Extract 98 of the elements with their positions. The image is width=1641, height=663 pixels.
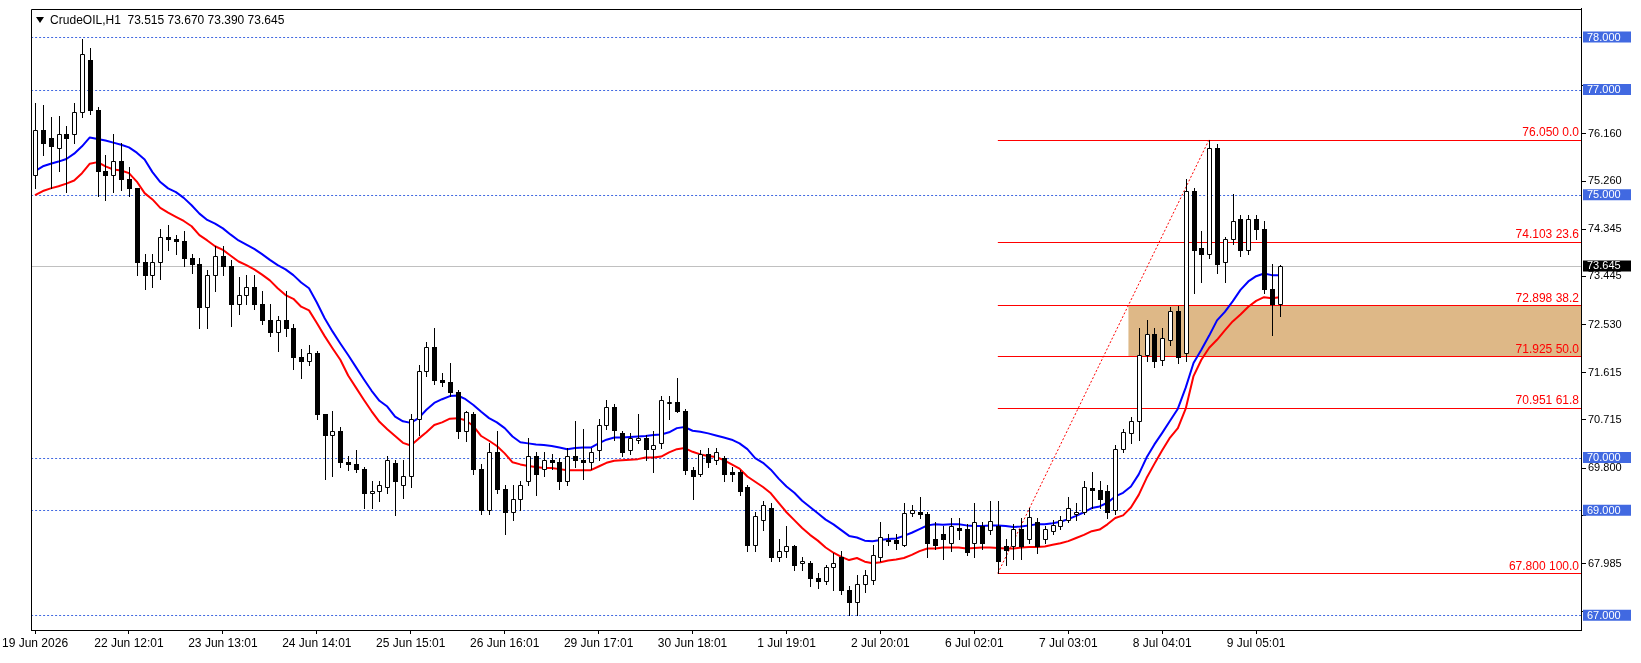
annotation: 71.925 50.0 [1515,341,1580,356]
y-tick-label: 76.160 [1588,126,1622,139]
candlestick [424,341,429,378]
x-tick-label: 9 Jul 05:01 [1226,635,1286,650]
candlestick [213,245,218,293]
x-tick-label: 8 Jul 04:01 [1132,635,1192,650]
candlestick [244,274,249,306]
y-tick-label: 67.985 [1588,556,1622,569]
candlestick [276,315,281,353]
candlestick [377,480,382,503]
x-tick-label: 25 Jun 15:01 [376,635,446,650]
candlestick [784,525,789,559]
candlestick [111,133,116,194]
x-tick-label: 26 Jun 16:01 [469,635,540,650]
ref-line-label: 78.000 [1587,30,1621,43]
candlestick [597,418,602,462]
candlestick [307,344,312,367]
x-tick-label: 24 Jun 14:01 [282,635,352,650]
ref-line-label: 69.000 [1587,503,1621,516]
candlestick [651,430,656,474]
ref-line-label: 67.000 [1587,608,1621,621]
candlestick [659,395,664,450]
x-tick-label: 1 Jul 19:01 [757,635,817,650]
x-tick-label: 23 Jun 13:01 [188,635,258,650]
candlestick [628,432,633,456]
candlestick [589,447,594,471]
x-tick-label: 7 Jul 03:01 [1038,635,1098,650]
candlestick [871,544,876,586]
annotation: 76.050 0.0 [1522,124,1580,139]
candlestick [777,538,782,563]
candlestick [150,253,155,289]
candlestick [330,410,335,478]
x-tick-label: 2 Jul 20:01 [851,635,911,650]
candlestick [72,102,77,145]
candlestick [409,413,414,489]
candlestick [972,502,977,559]
candlestick [1168,306,1173,347]
candlestick [1207,139,1212,260]
candlestick [511,484,516,522]
candlestick [761,500,766,532]
candlestick [753,511,758,553]
candlestick [1066,496,1071,524]
candlestick [1137,327,1142,442]
candlestick [863,569,868,594]
candlestick [565,447,570,487]
candlestick [1184,178,1189,363]
candlestick [949,517,954,553]
candlestick [385,455,390,495]
candlestick [636,413,641,445]
candlestick [667,395,672,421]
candlestick [800,556,805,572]
candlestick [1027,507,1032,545]
candlestick [526,437,531,487]
candlestick [831,552,836,592]
x-tick-label: 19 Jun 2026 [2,635,69,650]
candlestick [1231,193,1236,246]
y-tick-label: 72.530 [1588,317,1622,330]
candlestick [878,521,883,563]
candlestick [80,38,85,119]
candlestick [57,115,62,173]
annotation: 72.898 38.2 [1515,290,1580,305]
y-tick-label: 73.445 [1588,269,1622,282]
candlestick [205,269,210,330]
candlestick [855,574,860,617]
x-tick-label: 30 Jun 18:01 [657,635,728,650]
ref-line-label: 75.000 [1587,188,1621,201]
candlestick [158,228,163,281]
x-tick-label: 29 Jun 17:01 [563,635,634,650]
candlestick [1011,523,1016,561]
annotation: 70.951 61.8 [1515,392,1580,407]
y-tick-label: 71.615 [1588,365,1622,378]
candlestick [604,399,609,431]
candlestick [1129,416,1134,445]
annotation: 67.800 100.0 [1508,558,1580,573]
candlestick [1145,319,1150,363]
candlestick [1074,502,1079,522]
y-tick-label: 74.345 [1588,222,1622,235]
ref-line-label: 73.645 [1587,259,1621,272]
candlestick [370,480,375,510]
candlestick [902,502,907,548]
ref-line-label: 77.000 [1587,83,1621,96]
candlestick [518,480,523,512]
candlestick [1160,327,1165,367]
y-tick-label: 75.260 [1588,174,1622,187]
candlestick [1223,236,1228,284]
candlestick [487,442,492,516]
x-tick-label: 22 Jun 12:01 [94,635,164,650]
candlestick [542,451,547,478]
ref-line-label: 70.000 [1587,451,1621,464]
y-tick-label: 69.800 [1588,461,1622,474]
candlestick [237,276,242,316]
candlestick [417,364,422,437]
y-tick-label: 70.715 [1588,413,1622,426]
candlestick [401,459,406,500]
x-tick-label: 6 Jul 02:01 [945,635,1005,650]
chart-title: CrudeOIL,H1 73.515 73.670 73.390 73.645 [50,12,285,27]
annotation: 74.103 23.6 [1515,227,1580,242]
candlestick [988,500,993,536]
